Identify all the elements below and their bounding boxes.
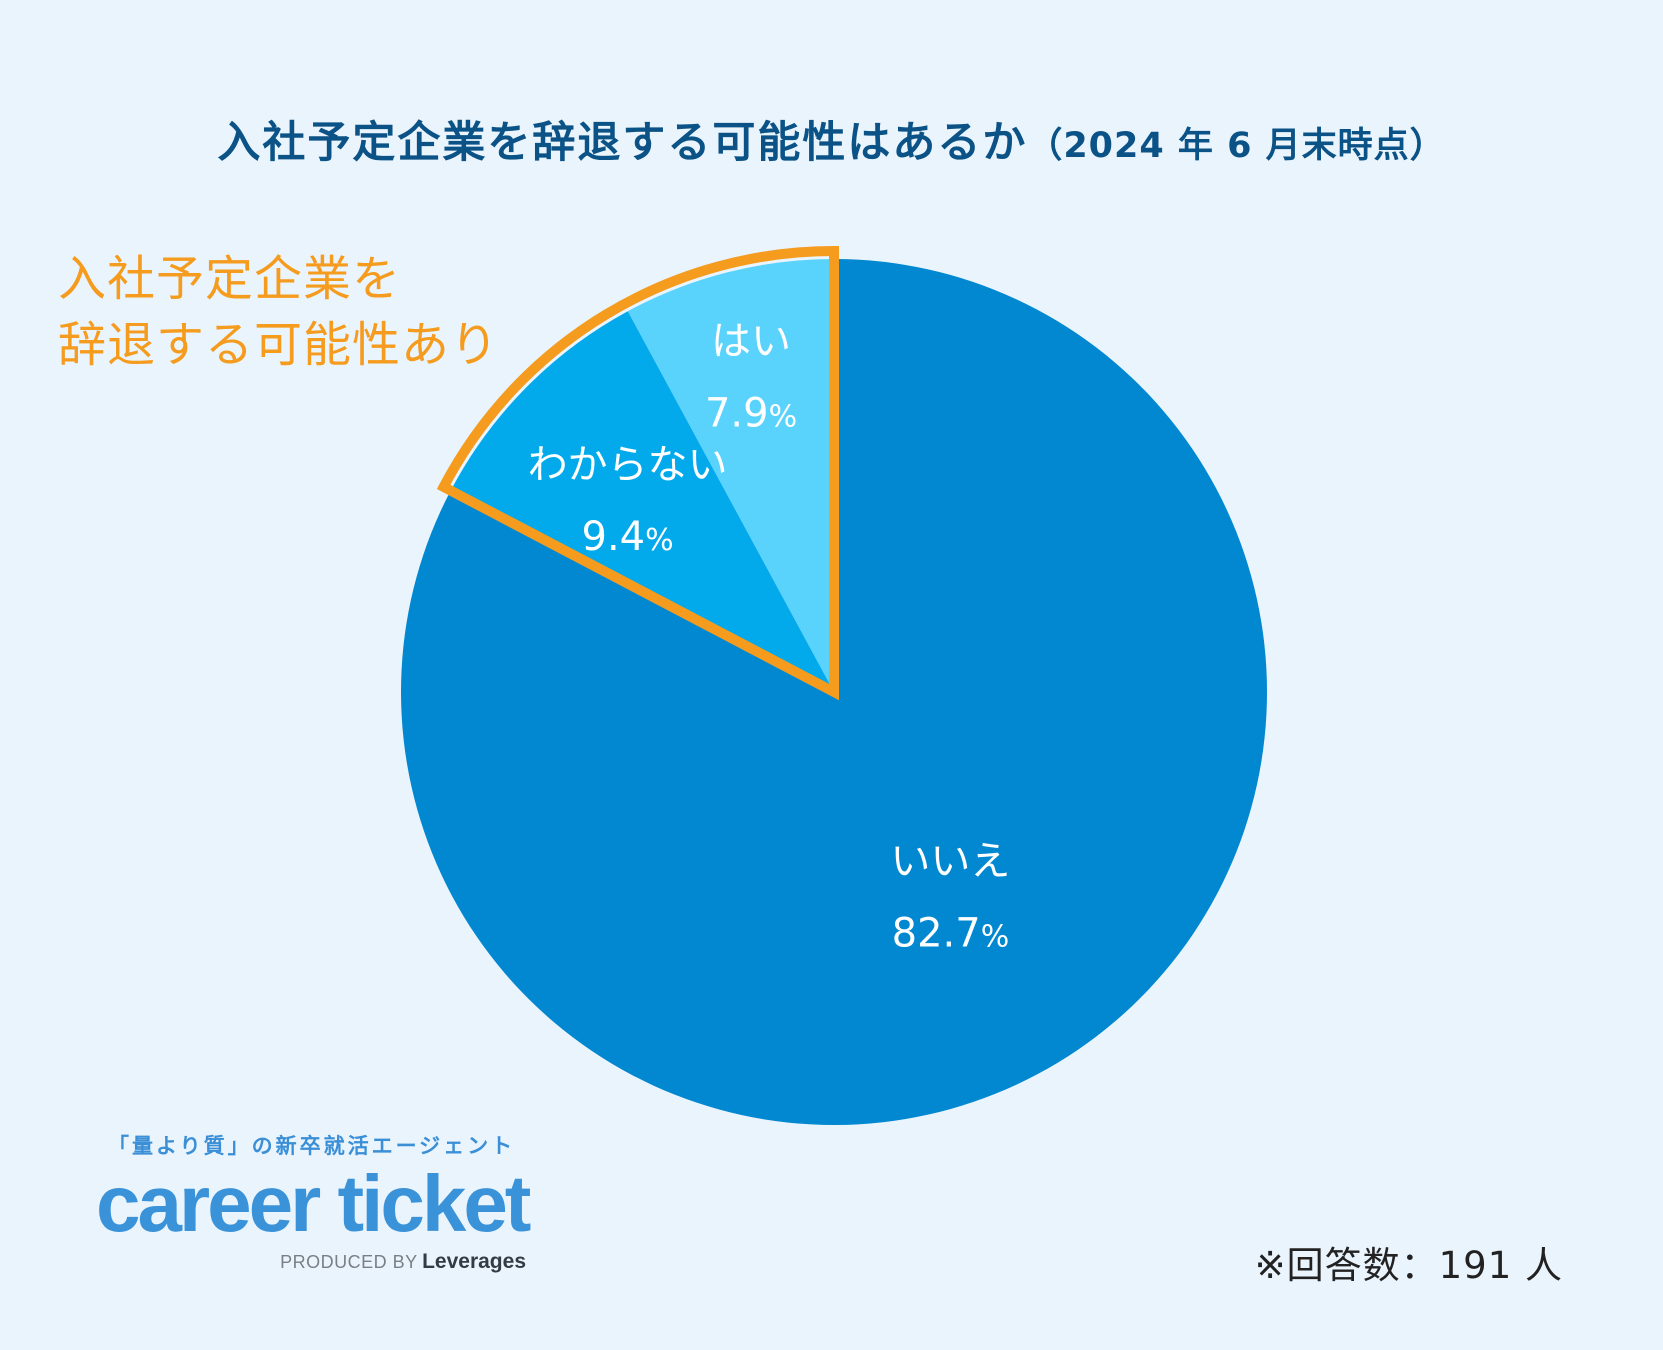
slice-3-value: 82.7% xyxy=(892,911,1010,957)
chart-title: 入社予定企業を辞退する可能性はあるか（2024 年 6 月末時点） xyxy=(0,108,1663,170)
slice-labels: はい 7.9% わからない 9.4% いいえ 82.7% xyxy=(528,319,1011,957)
chart-title-sub: （2024 年 6 月末時点） xyxy=(1027,126,1446,166)
highlight-outline xyxy=(436,245,839,701)
pie-slice-1 xyxy=(627,259,834,692)
slice-1-value: 7.9% xyxy=(705,391,797,437)
company-name: Leverages xyxy=(422,1250,526,1273)
slice-1-label: はい xyxy=(711,319,791,365)
respondent-count: ※回答数：191 人 xyxy=(1254,1244,1563,1287)
highlight-outline-path xyxy=(436,245,839,701)
brand-logo: career ticket xyxy=(96,1159,531,1248)
slice-2-value: 9.4% xyxy=(582,514,674,560)
brand-logo-block: 「量より質」の新卒就活エージェント career ticket PRODUCED… xyxy=(96,1130,531,1274)
chart-title-main: 入社予定企業を辞退する可能性はあるか xyxy=(217,118,1028,168)
brand-tagline: 「量より質」の新卒就活エージェント xyxy=(108,1134,516,1158)
brand-produced-by: PRODUCED BY Leverages xyxy=(96,1250,526,1274)
pie-slice-2 xyxy=(450,311,834,692)
callout-line-1: 入社予定企業を xyxy=(58,251,402,307)
highlight-callout: 入社予定企業を 辞退する可能性あり xyxy=(58,246,499,378)
slice-3-label: いいえ xyxy=(890,839,1010,885)
produced-by-text: PRODUCED BY xyxy=(280,1252,418,1272)
slice-2-label: わからない xyxy=(528,442,728,488)
callout-line-2: 辞退する可能性あり xyxy=(58,317,500,373)
